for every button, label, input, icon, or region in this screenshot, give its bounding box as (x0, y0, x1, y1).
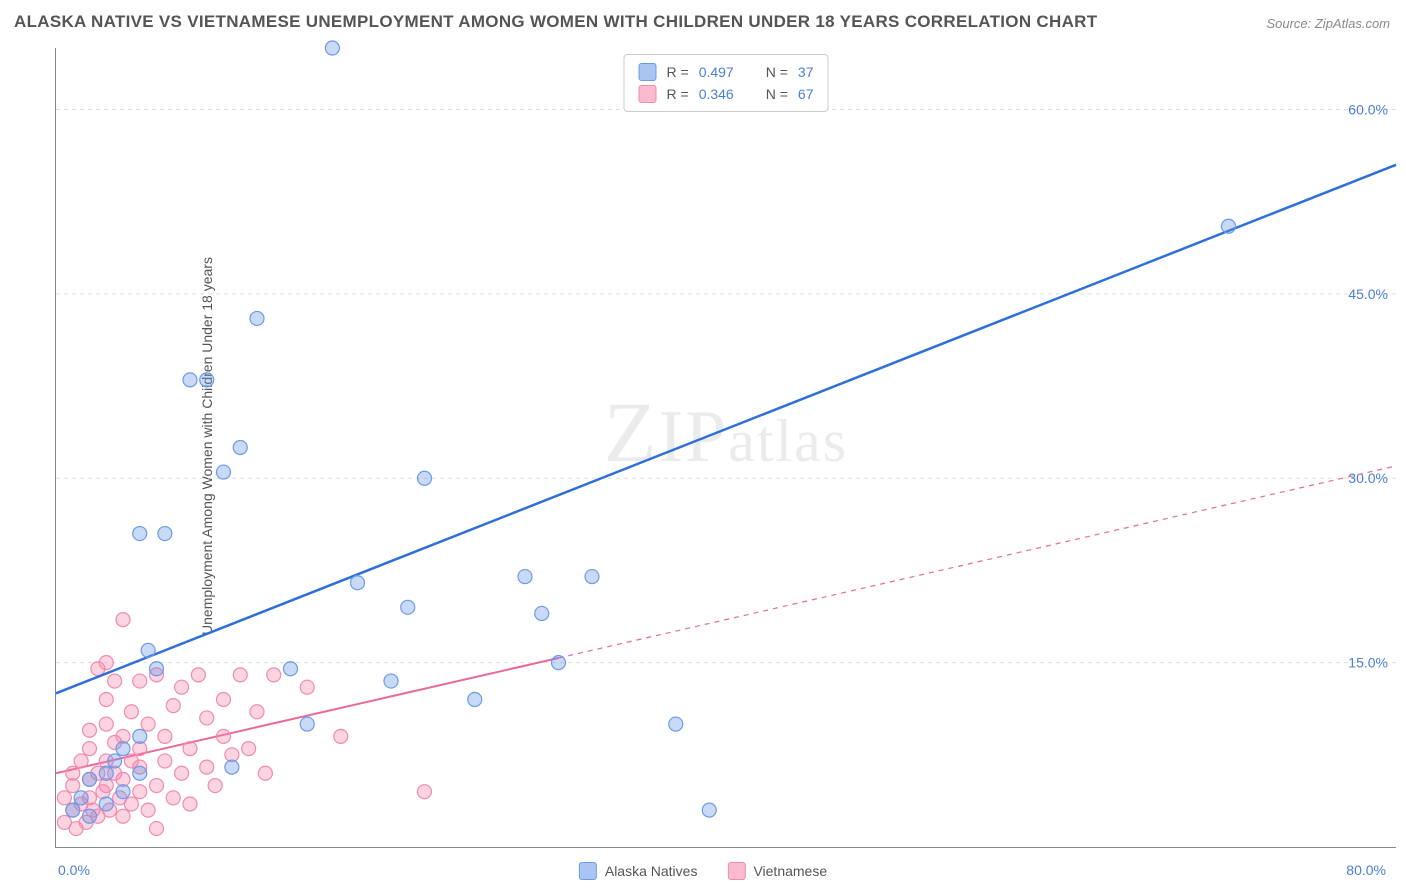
r-value-vietnamese: 0.346 (699, 86, 734, 102)
swatch-blue-icon (639, 63, 657, 81)
r-label: R = (667, 64, 689, 80)
svg-text:15.0%: 15.0% (1348, 655, 1388, 671)
plot-area: ZIPatlas 15.0%30.0%45.0%60.0% R = 0.497 … (55, 48, 1396, 848)
legend-item-alaska: Alaska Natives (579, 862, 698, 880)
swatch-pink-icon (639, 85, 657, 103)
svg-text:60.0%: 60.0% (1348, 101, 1388, 117)
swatch-blue-icon (579, 862, 597, 880)
legend-label: Vietnamese (753, 863, 827, 879)
legend-row-alaska: R = 0.497 N = 37 (639, 61, 814, 83)
r-label: R = (667, 86, 689, 102)
x-tick-min: 0.0% (58, 862, 90, 878)
legend-label: Alaska Natives (605, 863, 698, 879)
n-label: N = (766, 86, 788, 102)
n-value-vietnamese: 67 (798, 86, 814, 102)
swatch-pink-icon (727, 862, 745, 880)
legend-row-vietnamese: R = 0.346 N = 67 (639, 83, 814, 105)
n-value-alaska: 37 (798, 64, 814, 80)
source-label: Source: ZipAtlas.com (1266, 16, 1390, 31)
scatter-svg: 15.0%30.0%45.0%60.0% (56, 48, 1396, 847)
legend-item-vietnamese: Vietnamese (727, 862, 827, 880)
series-legend: Alaska Natives Vietnamese (579, 862, 827, 880)
r-value-alaska: 0.497 (699, 64, 734, 80)
x-tick-max: 80.0% (1346, 862, 1386, 878)
correlation-legend: R = 0.497 N = 37 R = 0.346 N = 67 (624, 54, 829, 112)
svg-text:45.0%: 45.0% (1348, 286, 1388, 302)
chart-title: ALASKA NATIVE VS VIETNAMESE UNEMPLOYMENT… (14, 12, 1097, 32)
n-label: N = (766, 64, 788, 80)
